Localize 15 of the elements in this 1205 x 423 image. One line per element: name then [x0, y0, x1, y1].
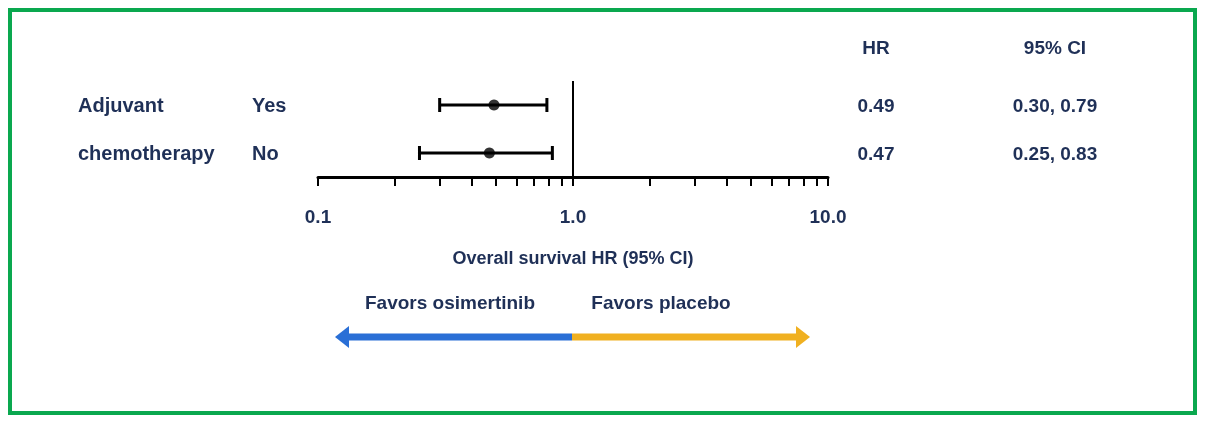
text: 95% CI: [1023, 36, 1087, 58]
text: Favors osimertinib: [365, 291, 535, 313]
y-tick-label: Yes: [252, 94, 287, 116]
x-tick-label: 0.1: [304, 206, 332, 227]
text: Favors placebo: [591, 291, 731, 313]
data-label: 0.49: [857, 94, 895, 116]
x-tick-label: 10.0: [809, 206, 847, 227]
text: HR: [862, 36, 890, 58]
text: 0.30, 0.79: [1012, 94, 1098, 116]
x-axis-title: Overall survival HR (95% CI): [452, 248, 694, 268]
text: 0.25, 0.83: [1012, 142, 1098, 164]
y-tick-label: No: [252, 142, 279, 164]
data-label: 0.47: [857, 142, 895, 164]
x-tick-label: 1.0: [559, 206, 587, 227]
text: Adjuvant chemotherapy: [78, 94, 215, 164]
